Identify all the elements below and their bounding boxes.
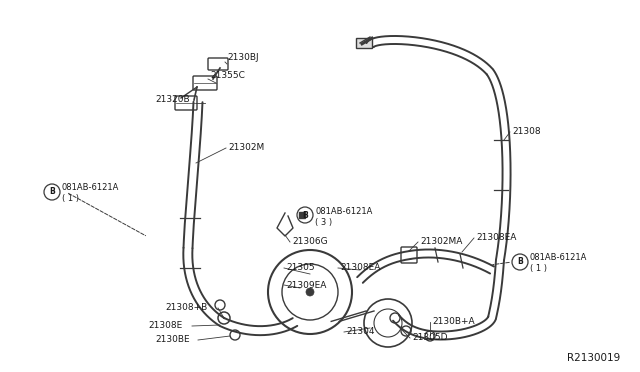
FancyBboxPatch shape bbox=[193, 76, 217, 90]
Text: ( 1 ): ( 1 ) bbox=[530, 264, 547, 273]
Text: B: B bbox=[302, 211, 308, 219]
Text: 21308+B: 21308+B bbox=[165, 304, 207, 312]
Text: 21308EA: 21308EA bbox=[476, 234, 516, 243]
Text: 21308: 21308 bbox=[512, 128, 541, 137]
FancyBboxPatch shape bbox=[401, 247, 417, 263]
Text: 21305: 21305 bbox=[286, 263, 315, 273]
Text: 2130BJ: 2130BJ bbox=[227, 54, 259, 62]
FancyBboxPatch shape bbox=[175, 96, 197, 110]
Text: 081AB-6121A: 081AB-6121A bbox=[62, 183, 120, 192]
Text: ( 3 ): ( 3 ) bbox=[315, 218, 332, 227]
Text: 21304: 21304 bbox=[346, 327, 374, 337]
Text: 21306G: 21306G bbox=[292, 237, 328, 247]
Text: 21355C: 21355C bbox=[210, 71, 245, 80]
Text: 21309EA: 21309EA bbox=[286, 280, 326, 289]
Text: 21320B: 21320B bbox=[155, 96, 189, 105]
FancyBboxPatch shape bbox=[356, 38, 372, 48]
Text: B: B bbox=[49, 187, 55, 196]
Text: 21302MA: 21302MA bbox=[420, 237, 462, 247]
Text: 21308E: 21308E bbox=[148, 321, 182, 330]
Text: 081AB-6121A: 081AB-6121A bbox=[530, 253, 588, 263]
Text: ( 1 ): ( 1 ) bbox=[62, 195, 79, 203]
Text: R2130019: R2130019 bbox=[567, 353, 620, 363]
Text: 2130BE: 2130BE bbox=[155, 336, 189, 344]
Text: 2130B+A: 2130B+A bbox=[432, 317, 475, 327]
Circle shape bbox=[306, 288, 314, 296]
Text: 21305D: 21305D bbox=[412, 334, 447, 343]
Text: B: B bbox=[517, 257, 523, 266]
Text: 081AB-6121A: 081AB-6121A bbox=[315, 206, 372, 215]
FancyBboxPatch shape bbox=[208, 58, 228, 70]
Text: 21308EA: 21308EA bbox=[340, 263, 380, 273]
Text: 21302M: 21302M bbox=[228, 144, 264, 153]
